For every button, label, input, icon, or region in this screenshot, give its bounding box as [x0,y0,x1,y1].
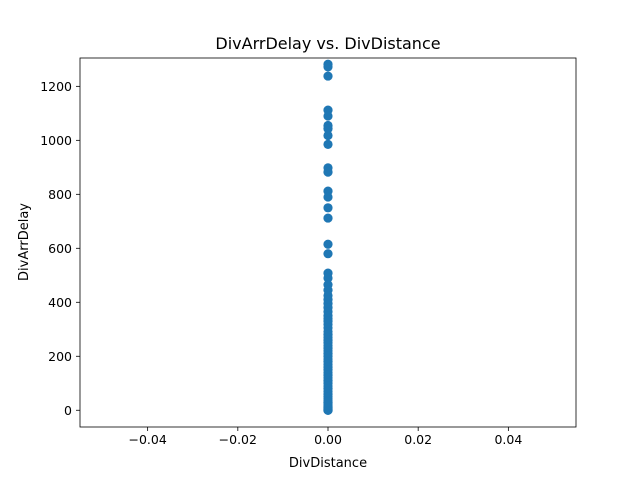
y-axis-label: DivArrDelay [17,203,32,281]
data-point [323,273,333,283]
points-layer [323,59,333,415]
y-tick-label: 0 [64,403,72,418]
data-point [323,239,333,249]
data-point [323,397,333,407]
data-point [323,62,333,72]
data-point [323,130,333,141]
y-tick-label: 1200 [40,79,72,94]
data-point [323,111,333,121]
data-point [323,192,333,202]
y-tick-label: 600 [48,241,72,256]
data-point [323,167,333,177]
data-point [323,249,333,259]
x-tick-label: −0.04 [128,432,166,447]
x-tick-label: 0.00 [314,432,342,447]
y-axis-ticks: 0 200 400 600 800 1000 1200 [40,79,80,418]
y-tick-label: 200 [48,349,72,364]
x-tick-label: 0.02 [404,432,432,447]
y-tick-label: 800 [48,187,72,202]
data-point [323,203,333,213]
data-point [323,124,333,134]
data-point [323,139,333,149]
data-point [323,213,333,223]
y-tick-label: 1000 [40,133,72,148]
x-axis-label: DivDistance [289,456,367,471]
x-tick-label: −0.02 [219,432,257,447]
x-tick-label: 0.04 [494,432,522,447]
x-axis-ticks: −0.04 −0.02 0.00 0.02 0.04 [128,427,522,447]
chart-title: DivArrDelay vs. DivDistance [215,34,440,53]
data-point [323,71,333,81]
y-tick-label: 400 [48,295,72,310]
